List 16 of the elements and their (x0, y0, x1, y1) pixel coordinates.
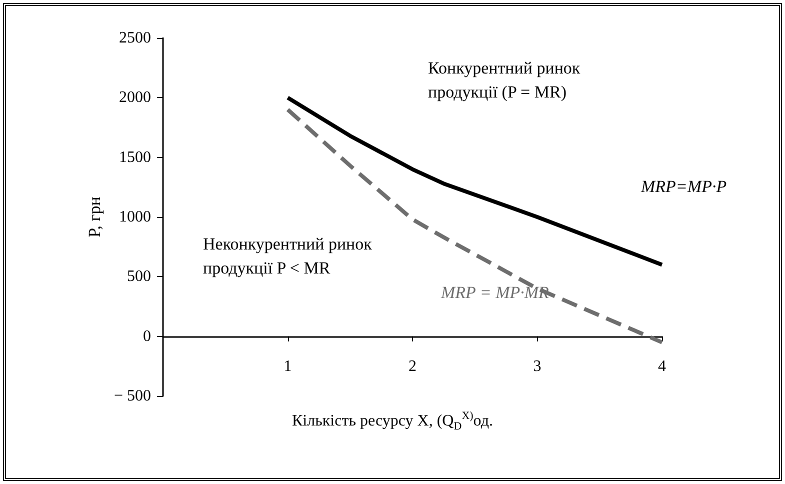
x-tick-label: 4 (658, 358, 666, 375)
y-tick-label: − 500 (114, 388, 151, 404)
x-tick-label: 1 (284, 358, 292, 375)
x-tick-label: 3 (533, 358, 542, 375)
y-tick-label: 1500 (119, 148, 151, 166)
y-tick-label: 1000 (119, 208, 151, 226)
x-axis-title: Кількість ресурсу X, (Q$_{D}$$^{X)}$од. (291, 410, 494, 433)
annotation: Неконкурентний ринок продукції P < MR (203, 234, 373, 278)
text: MRP=MP·P (640, 177, 727, 196)
y-tick-label: 500 (127, 268, 151, 286)
x-tick-label: 2 (408, 358, 416, 375)
y-tick-label: 0 (143, 328, 151, 345)
y-axis-title: P, грн (85, 196, 104, 238)
y-tick-label: 2000 (119, 89, 151, 106)
annotation: Конкурентний ринок продукції (P = MR) (428, 58, 581, 102)
y-tick-label: 2500 (119, 30, 151, 46)
